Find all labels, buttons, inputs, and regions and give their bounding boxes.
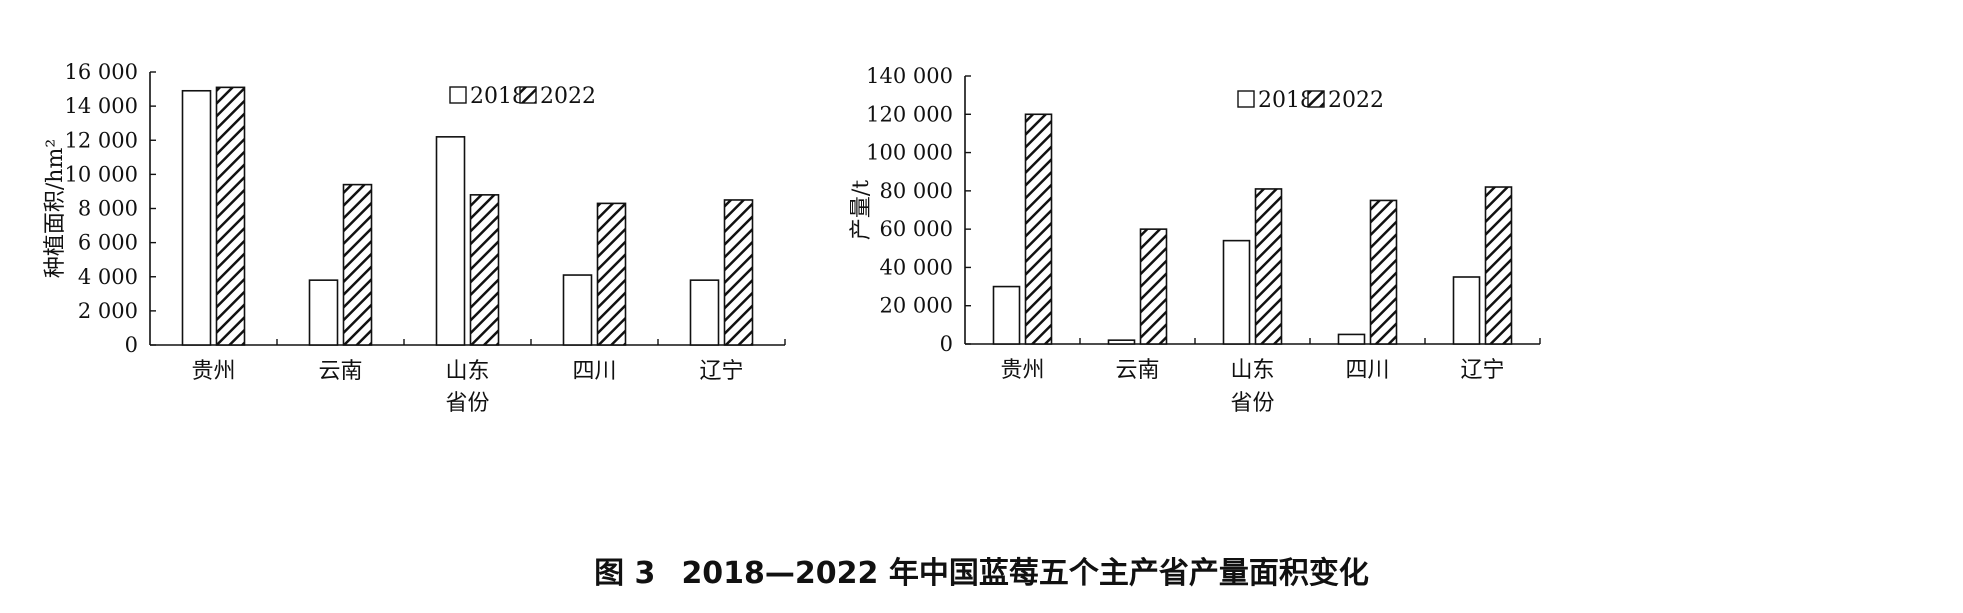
bar-2018-4 — [562, 274, 593, 346]
y-tick-label: 140 000 — [866, 64, 953, 88]
y-axis-title: 产量/t — [849, 180, 874, 240]
bar-2022-5 — [1484, 186, 1513, 345]
bar-2022-1 — [215, 86, 246, 346]
bar-2018-1 — [992, 285, 1021, 345]
x-axis-title: 省份 — [445, 391, 489, 416]
legend-swatch-2018 — [449, 86, 467, 104]
y-tick-label: 8 000 — [78, 197, 138, 221]
legend: 2018 2022 — [1237, 88, 1384, 113]
x-tick-label: 四川 — [1345, 358, 1389, 383]
bar-2018-5 — [1452, 276, 1481, 345]
legend-swatch-2022 — [519, 86, 537, 104]
y-tick-label: 4 000 — [78, 265, 138, 289]
x-tick-label: 山东 — [445, 359, 489, 384]
bar-2022-4 — [1369, 199, 1398, 345]
y-tick-label: 10 000 — [65, 162, 138, 186]
legend-swatch-2018 — [1237, 90, 1255, 108]
bar-2022-2 — [1139, 228, 1168, 345]
bar-2018-5 — [689, 279, 720, 346]
y-tick-label: 16 000 — [65, 60, 138, 84]
bar-2018-3 — [435, 136, 466, 346]
y-tick-label: 20 000 — [880, 294, 953, 318]
bar-2022-3 — [469, 194, 500, 346]
y-tick-label: 0 — [125, 333, 138, 357]
figure-label: 图 3 — [594, 556, 656, 591]
legend-swatch-2022 — [1307, 90, 1325, 108]
bar-2022-2 — [342, 183, 373, 346]
legend-label-2022: 2022 — [540, 84, 596, 109]
y-tick-label: 14 000 — [65, 94, 138, 118]
production-chart-panel: 0 20 000 40 000 60 000 80 000 100 000 120 000 1… — [849, 64, 1541, 416]
legend-label-2018: 2018 — [1258, 88, 1314, 113]
bar-2022-5 — [723, 199, 754, 346]
bar-2022-1 — [1024, 113, 1053, 345]
bar-2018-3 — [1222, 239, 1251, 345]
bar-2022-4 — [596, 202, 627, 346]
legend-label-2022: 2022 — [1328, 88, 1384, 113]
y-tick-label: 120 000 — [866, 102, 953, 126]
legend: 2018 2022 — [449, 84, 596, 109]
x-tick-label: 四川 — [572, 359, 616, 384]
y-tick-label: 40 000 — [880, 255, 953, 279]
x-tick-label: 辽宁 — [699, 359, 743, 384]
x-tick-label: 贵州 — [191, 359, 235, 384]
y-tick-label: 60 000 — [880, 217, 953, 241]
y-axis-title: 种植面积/hm² — [43, 139, 68, 278]
x-tick-label: 云南 — [318, 359, 362, 384]
area-chart-panel: 0 2 000 4 000 6 000 8 000 10 000 12 000 14 000 1… — [43, 60, 786, 416]
figure-caption: 图 3 2018—2022 年中国蓝莓五个主产省产量面积变化 — [0, 548, 1963, 592]
y-tick-label: 80 000 — [880, 179, 953, 203]
bar-2018-2 — [1107, 339, 1136, 345]
y-tick-label: 100 000 — [866, 141, 953, 165]
x-tick-label: 辽宁 — [1460, 358, 1504, 383]
x-axis-title: 省份 — [1230, 391, 1274, 416]
x-tick-label: 山东 — [1230, 358, 1274, 383]
bar-2018-1 — [181, 89, 212, 346]
bar-2018-2 — [308, 279, 339, 346]
y-tick-label: 2 000 — [78, 299, 138, 323]
x-tick-label: 云南 — [1115, 358, 1159, 383]
bar-2018-4 — [1337, 333, 1366, 345]
x-tick-label: 贵州 — [1000, 358, 1044, 383]
y-tick-label: 0 — [940, 332, 953, 356]
y-tick-label: 6 000 — [78, 231, 138, 255]
y-tick-label: 12 000 — [65, 128, 138, 152]
legend-label-2018: 2018 — [470, 84, 526, 109]
figure-caption-text: 2018—2022 年中国蓝莓五个主产省产量面积变化 — [681, 556, 1369, 591]
bar-2022-3 — [1254, 188, 1283, 345]
